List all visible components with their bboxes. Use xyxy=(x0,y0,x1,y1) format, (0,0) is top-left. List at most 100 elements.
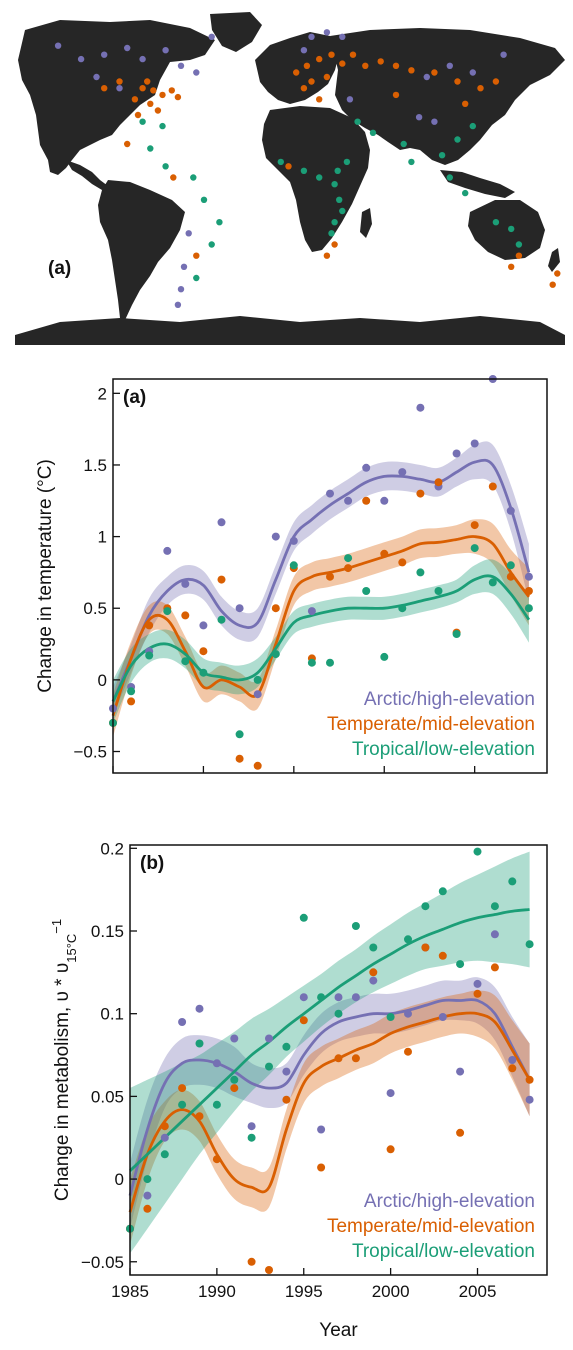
map-site-tropical-75 xyxy=(208,241,215,248)
a-point-tropical-2000 xyxy=(380,652,389,661)
map-site-tropical-73 xyxy=(200,196,208,203)
map-site-temperate-27 xyxy=(150,87,157,94)
a-point-temperate-1993 xyxy=(253,761,262,770)
b-point-tropical-1989 xyxy=(195,1039,204,1048)
map-site-tropical-96 xyxy=(515,241,523,248)
map-panel-label: (a) xyxy=(48,258,71,279)
map-site-tropical-95 xyxy=(508,225,515,233)
a-point-arctic-1999 xyxy=(362,463,371,472)
map-site-tropical-84 xyxy=(334,167,341,174)
map-site-arctic-24 xyxy=(346,96,354,103)
a-point-temperate-2007 xyxy=(506,572,515,581)
map-site-temperate-54 xyxy=(477,85,484,92)
a-point-tropical-1991 xyxy=(217,615,226,624)
b-ytick-label: −0.05 xyxy=(81,1253,124,1272)
map-site-tropical-81 xyxy=(336,196,343,203)
map-site-arctic-20 xyxy=(469,69,476,76)
b-ytick-label: 0 xyxy=(115,1170,124,1189)
a-fit-arctic xyxy=(111,458,531,702)
a-point-tropical-2005 xyxy=(470,544,479,553)
a-point-arctic-1990 xyxy=(199,621,208,630)
b-point-arctic-2000 xyxy=(386,1089,395,1098)
legend-tropical: Tropical/low-elevation xyxy=(352,739,535,760)
b-point-tropical-1998 xyxy=(351,922,360,930)
b-point-tropical-2005 xyxy=(473,847,482,856)
b-ytick-label: 0.15 xyxy=(91,922,124,941)
a-ytick-label: −0.5 xyxy=(73,743,107,762)
a-point-tropical-2008 xyxy=(524,604,533,613)
b-xtick-label: 1995 xyxy=(285,1282,323,1301)
map-site-temperate-44 xyxy=(339,60,346,67)
a-point-arctic-1996 xyxy=(307,607,316,616)
map-site-arctic-5 xyxy=(162,47,169,54)
b-point-temperate-1992 xyxy=(247,1257,256,1266)
a-point-tropical-1994 xyxy=(271,650,280,659)
a-point-tropical-1988 xyxy=(163,607,172,616)
map-site-arctic-4 xyxy=(139,55,146,63)
landmass-africa xyxy=(262,106,370,252)
b-point-temperate-2003 xyxy=(438,951,447,960)
b-fit-tropical xyxy=(129,908,530,1172)
metabolism-y-label-subscript: 15°C xyxy=(64,934,79,963)
map-site-temperate-40 xyxy=(293,69,300,76)
a-point-temperate-1998 xyxy=(344,564,353,573)
a-point-tropical-1990 xyxy=(199,668,208,677)
temperature-panel: −0.5 0 0.5 1 1.5 2 (a) Change in temperature … xyxy=(35,375,548,774)
a-point-arctic-2001 xyxy=(398,468,407,477)
b-point-arctic-1998 xyxy=(351,993,360,1002)
b-point-tropical-1993 xyxy=(265,1062,273,1071)
b-point-tropical-1995 xyxy=(299,913,308,922)
a-point-tropical-1997 xyxy=(326,658,334,667)
map-site-arctic-25 xyxy=(208,33,215,40)
a-point-tropical-1999 xyxy=(362,587,371,595)
b-point-temperate-2000 xyxy=(386,1145,395,1154)
map-site-temperate-30 xyxy=(147,100,154,108)
a-point-arctic-1989 xyxy=(181,579,190,588)
map-site-temperate-42 xyxy=(316,55,323,63)
a-point-temperate-1992 xyxy=(235,754,244,763)
map-site-arctic-21 xyxy=(500,51,507,58)
b-point-temperate-1997 xyxy=(334,1054,343,1063)
map-site-arctic-13 xyxy=(185,230,192,237)
map-site-temperate-63 xyxy=(515,252,523,259)
a-point-temperate-2002 xyxy=(416,489,425,498)
a-point-arctic-2005 xyxy=(470,439,479,448)
map-site-tropical-80 xyxy=(331,181,338,188)
map-site-temperate-47 xyxy=(308,78,315,85)
b-band-tropical xyxy=(130,851,530,1254)
a-point-arctic-1994 xyxy=(271,532,280,541)
a-point-tropical-1992 xyxy=(235,730,244,739)
a-point-tropical-1986 xyxy=(127,687,136,696)
temperature-fit-lines xyxy=(111,458,531,717)
metabolism-data-points xyxy=(126,847,534,1274)
b-point-tropical-1992 xyxy=(247,1133,256,1142)
map-site-temperate-38 xyxy=(124,140,131,148)
map-site-arctic-23 xyxy=(431,118,438,125)
metabolism-y-label-main: Change in metabolism, υ * υ xyxy=(52,963,73,1201)
map-site-temperate-62 xyxy=(508,263,515,270)
temperature-plot-frame xyxy=(112,378,548,774)
map-site-temperate-29 xyxy=(168,87,175,94)
metabolism-x-axis-label: Year xyxy=(319,1320,358,1341)
a-fit-temperate xyxy=(111,535,531,717)
b-point-temperate-1987 xyxy=(160,1122,169,1131)
map-site-tropical-94 xyxy=(492,219,500,226)
map-site-arctic-16 xyxy=(339,33,346,40)
b-point-temperate-1986 xyxy=(143,1204,152,1213)
map-site-tropical-76 xyxy=(193,274,200,282)
map-site-tropical-77 xyxy=(277,158,284,166)
map-site-temperate-35 xyxy=(174,93,182,101)
a-point-arctic-1991 xyxy=(217,518,226,527)
map-site-temperate-53 xyxy=(454,78,461,85)
map-site-temperate-33 xyxy=(116,78,123,85)
b-point-tropical-1987 xyxy=(160,1150,169,1159)
a-band-arctic xyxy=(113,441,529,716)
map-site-tropical-82 xyxy=(339,207,346,215)
a-point-arctic-1995 xyxy=(289,536,298,545)
map-site-markers xyxy=(54,29,561,308)
map-site-temperate-43 xyxy=(328,51,335,58)
landmass-greenland xyxy=(210,12,262,52)
b-point-tropical-1999 xyxy=(369,943,378,952)
a-point-arctic-2002 xyxy=(416,403,425,412)
